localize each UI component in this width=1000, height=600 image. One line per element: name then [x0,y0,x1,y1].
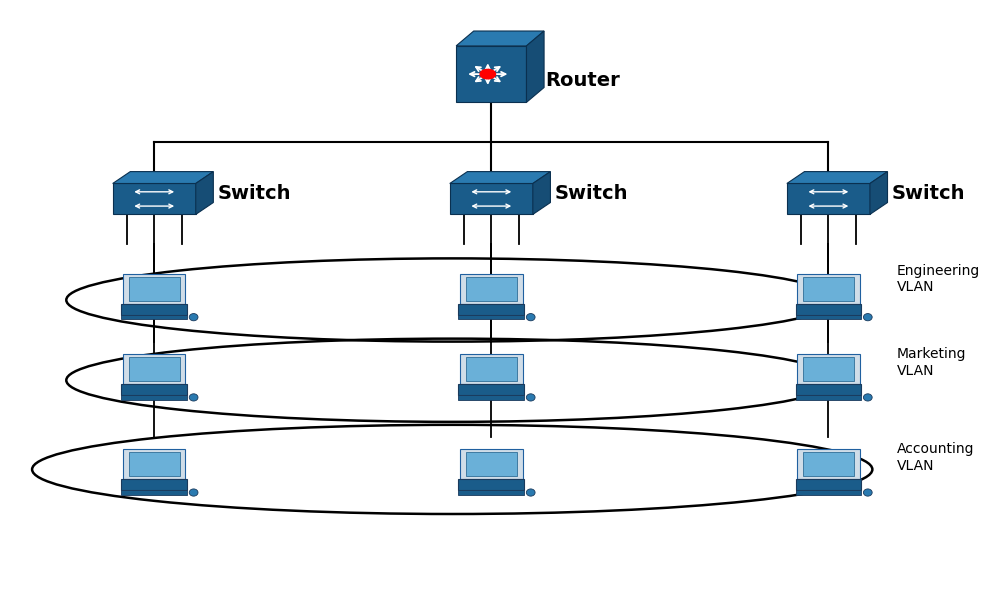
FancyBboxPatch shape [460,354,523,384]
FancyBboxPatch shape [121,384,187,395]
Circle shape [480,70,496,79]
Ellipse shape [189,394,198,401]
FancyBboxPatch shape [796,384,861,395]
FancyBboxPatch shape [450,184,533,214]
FancyBboxPatch shape [458,384,524,395]
FancyBboxPatch shape [129,357,180,381]
Ellipse shape [189,314,198,321]
FancyBboxPatch shape [123,274,185,304]
Text: Engineering
VLAN: Engineering VLAN [897,264,980,294]
FancyBboxPatch shape [797,354,860,384]
FancyBboxPatch shape [803,452,854,476]
Text: Router: Router [545,71,620,89]
FancyBboxPatch shape [123,449,185,479]
FancyBboxPatch shape [796,395,861,400]
FancyBboxPatch shape [458,315,524,319]
Polygon shape [456,31,544,46]
Text: Marketing
VLAN: Marketing VLAN [897,347,966,377]
Polygon shape [196,172,213,214]
FancyBboxPatch shape [803,277,854,301]
FancyBboxPatch shape [466,277,517,301]
FancyBboxPatch shape [129,452,180,476]
FancyBboxPatch shape [796,315,861,319]
Ellipse shape [526,314,535,321]
FancyBboxPatch shape [121,490,187,494]
Text: Switch: Switch [892,184,965,203]
Ellipse shape [526,394,535,401]
Text: Switch: Switch [218,184,291,203]
FancyBboxPatch shape [129,277,180,301]
FancyBboxPatch shape [460,274,523,304]
FancyBboxPatch shape [456,46,526,103]
Text: Switch: Switch [555,184,628,203]
FancyBboxPatch shape [796,479,861,490]
Polygon shape [870,172,888,214]
FancyBboxPatch shape [121,395,187,400]
FancyBboxPatch shape [121,315,187,319]
Ellipse shape [863,394,872,401]
Polygon shape [533,172,550,214]
FancyBboxPatch shape [458,490,524,494]
Polygon shape [113,172,213,184]
FancyBboxPatch shape [458,304,524,314]
Ellipse shape [863,489,872,496]
Ellipse shape [526,489,535,496]
FancyBboxPatch shape [787,184,870,214]
FancyBboxPatch shape [797,449,860,479]
Polygon shape [526,31,544,103]
FancyBboxPatch shape [803,357,854,381]
FancyBboxPatch shape [797,274,860,304]
FancyBboxPatch shape [458,479,524,490]
FancyBboxPatch shape [121,479,187,490]
Ellipse shape [189,489,198,496]
FancyBboxPatch shape [466,357,517,381]
FancyBboxPatch shape [458,395,524,400]
FancyBboxPatch shape [466,452,517,476]
Ellipse shape [863,314,872,321]
Polygon shape [450,172,550,184]
Polygon shape [787,172,888,184]
FancyBboxPatch shape [121,304,187,314]
Text: Accounting
VLAN: Accounting VLAN [897,442,974,473]
FancyBboxPatch shape [123,354,185,384]
FancyBboxPatch shape [113,184,196,214]
FancyBboxPatch shape [796,304,861,314]
FancyBboxPatch shape [460,449,523,479]
FancyBboxPatch shape [796,490,861,494]
